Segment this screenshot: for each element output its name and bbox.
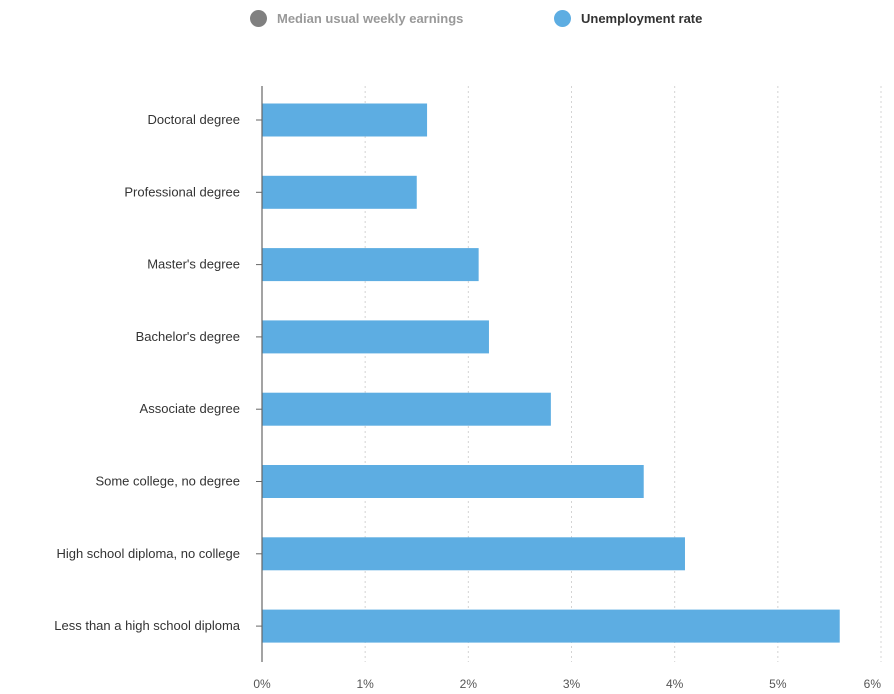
bar[interactable] <box>262 537 685 571</box>
category-label: Some college, no degree <box>95 474 240 489</box>
category-label: High school diploma, no college <box>56 546 240 561</box>
category-label: Associate degree <box>140 401 240 416</box>
x-tick-label: 1% <box>356 677 374 691</box>
category-label: Less than a high school diploma <box>54 618 241 633</box>
category-label: Bachelor's degree <box>136 329 240 344</box>
x-tick-label: 4% <box>666 677 684 691</box>
bar[interactable] <box>262 320 489 354</box>
bar[interactable] <box>262 609 840 643</box>
bar[interactable] <box>262 392 551 426</box>
bar[interactable] <box>262 248 479 282</box>
category-label: Master's degree <box>147 257 240 272</box>
x-tick-label: 0% <box>253 677 271 691</box>
x-tick-label: 5% <box>769 677 787 691</box>
legend-dot-icon <box>554 9 571 27</box>
bar[interactable] <box>262 465 644 498</box>
chart-legend: Median usual weekly earnings Unemploymen… <box>0 6 894 30</box>
legend-label: Median usual weekly earnings <box>277 10 464 26</box>
legend-item-unemployment-rate[interactable]: Unemployment rate <box>554 6 702 30</box>
x-tick-label: 2% <box>460 677 478 691</box>
legend-item-median-weekly-earnings[interactable]: Median usual weekly earnings <box>250 6 463 30</box>
bar[interactable] <box>262 103 428 137</box>
category-label: Doctoral degree <box>148 112 241 127</box>
legend-label: Unemployment rate <box>581 10 703 26</box>
category-label: Professional degree <box>124 184 240 199</box>
x-tick-label: 6% <box>864 677 882 691</box>
legend-dot-icon <box>250 9 267 27</box>
bar[interactable] <box>262 175 417 209</box>
x-tick-label: 3% <box>563 677 581 691</box>
